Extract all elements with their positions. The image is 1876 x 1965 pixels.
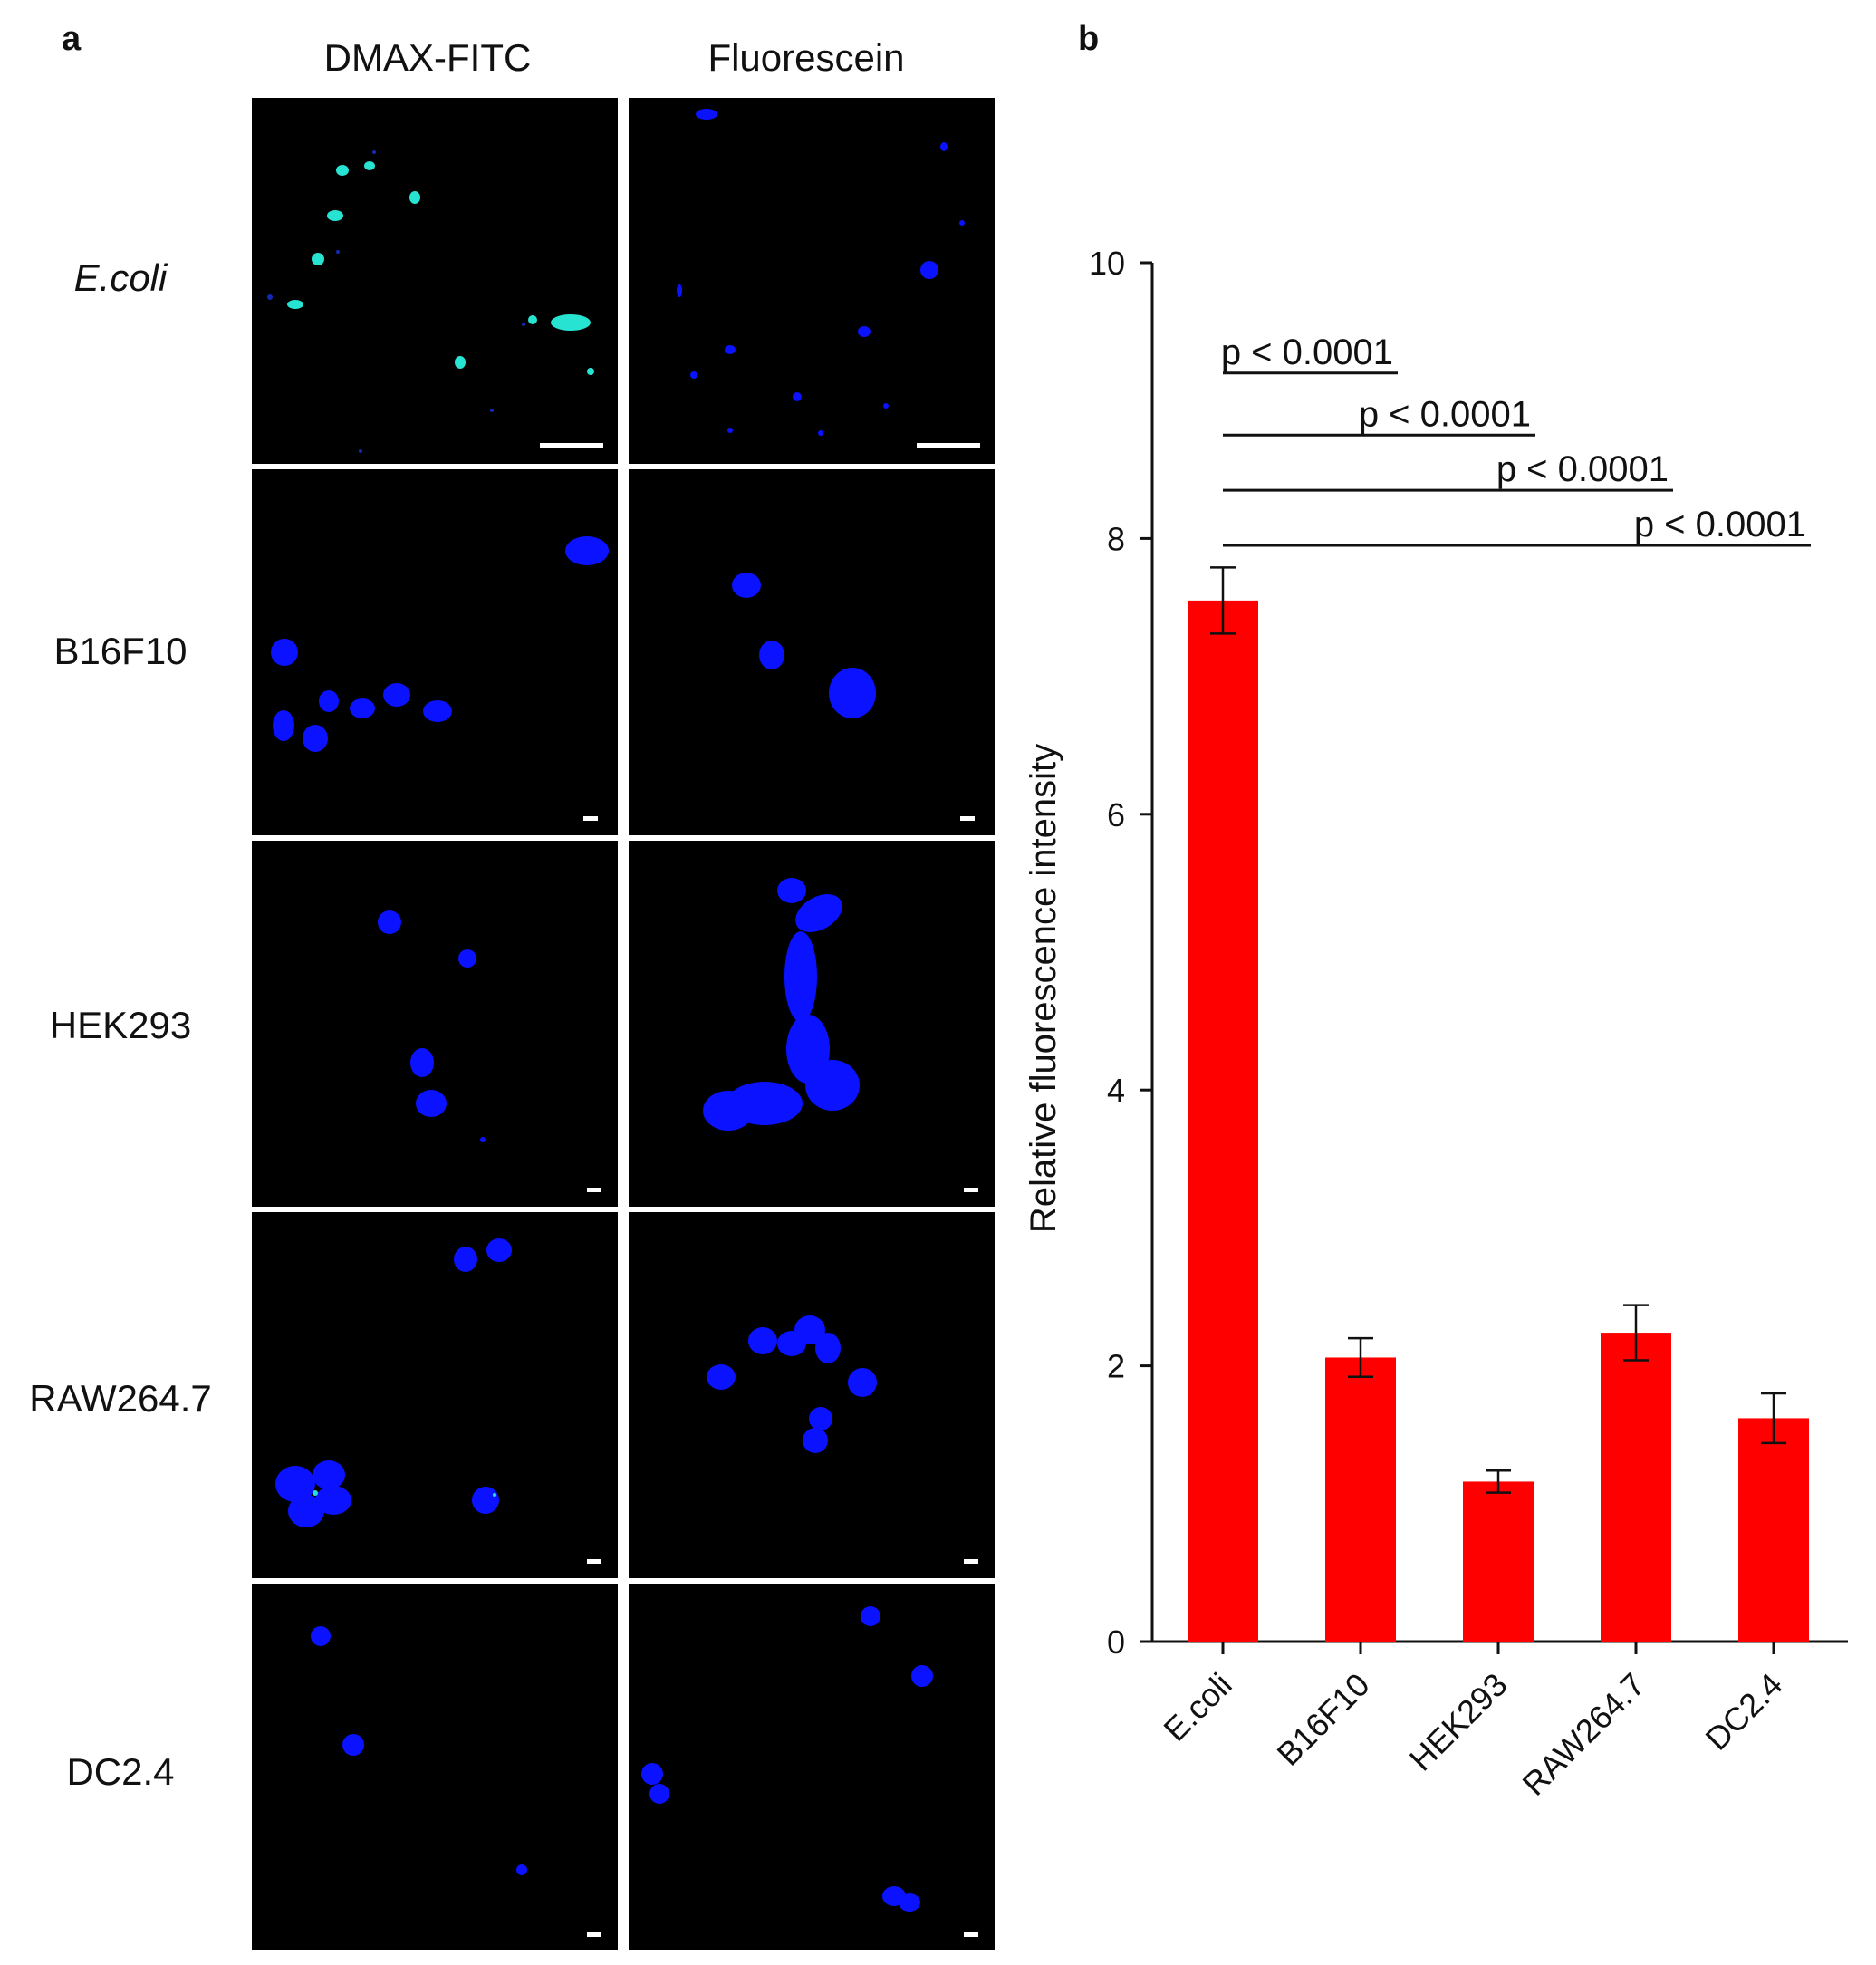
x-tick-label: HEK293: [1402, 1666, 1515, 1778]
micrograph-raw264-7-fluorescein: [629, 1212, 995, 1578]
significance-label: p < 0.0001: [1496, 449, 1669, 489]
micrograph-ecoli-dmax-fitc: [252, 98, 618, 464]
significance-label: p < 0.0001: [1634, 505, 1806, 544]
row-label-hek293: HEK293: [49, 1004, 192, 1046]
y-tick-label: 0: [1107, 1623, 1125, 1661]
significance-label: p < 0.0001: [1359, 394, 1531, 434]
row-label-dc2-4: DC2.4: [66, 1750, 175, 1793]
bar-dc2-4: [1738, 1418, 1809, 1642]
micrograph-dc2-4-fluorescein: [629, 1584, 995, 1950]
bar-raw264-7: [1601, 1333, 1671, 1642]
micrograph-hek293-fluorescein: [629, 841, 995, 1207]
panel-a-letter: a: [62, 20, 82, 58]
y-tick-label: 8: [1107, 520, 1125, 557]
micrograph-b16f10-fluorescein: [629, 469, 995, 835]
y-tick-label: 4: [1107, 1072, 1125, 1109]
bar-e-coli: [1188, 600, 1258, 1642]
bar-hek293: [1463, 1481, 1534, 1642]
x-tick-label: B16F10: [1270, 1666, 1377, 1773]
row-label-ecoli: E.coli: [73, 256, 168, 299]
micrograph-raw264-7-dmax-fitc: [252, 1212, 618, 1578]
row-label-raw264-7: RAW264.7: [29, 1377, 212, 1420]
significance-label: p < 0.0001: [1221, 332, 1393, 372]
x-tick-label: E.coli: [1156, 1666, 1238, 1748]
micrograph-dc2-4-dmax-fitc: [252, 1584, 618, 1950]
column-header-dmax-fitc: DMAX-FITC: [323, 36, 532, 79]
micrograph-b16f10-dmax-fitc: [252, 469, 618, 835]
row-label-b16f10: B16F10: [53, 630, 188, 672]
panel-b-letter: b: [1078, 20, 1100, 58]
y-axis-label: Relative fluorescence intensity: [1024, 744, 1063, 1233]
y-tick-label: 10: [1089, 245, 1125, 282]
x-tick-label: DC2.4: [1698, 1666, 1790, 1758]
micrograph-ecoli-fluorescein: [629, 98, 995, 464]
micrograph-hek293-dmax-fitc: [252, 841, 618, 1207]
y-tick-label: 2: [1107, 1348, 1125, 1385]
x-tick-label: RAW264.7: [1515, 1666, 1652, 1803]
bar-b16f10: [1325, 1357, 1396, 1642]
y-tick-label: 6: [1107, 796, 1125, 833]
column-header-fluorescein: Fluorescein: [707, 36, 905, 79]
